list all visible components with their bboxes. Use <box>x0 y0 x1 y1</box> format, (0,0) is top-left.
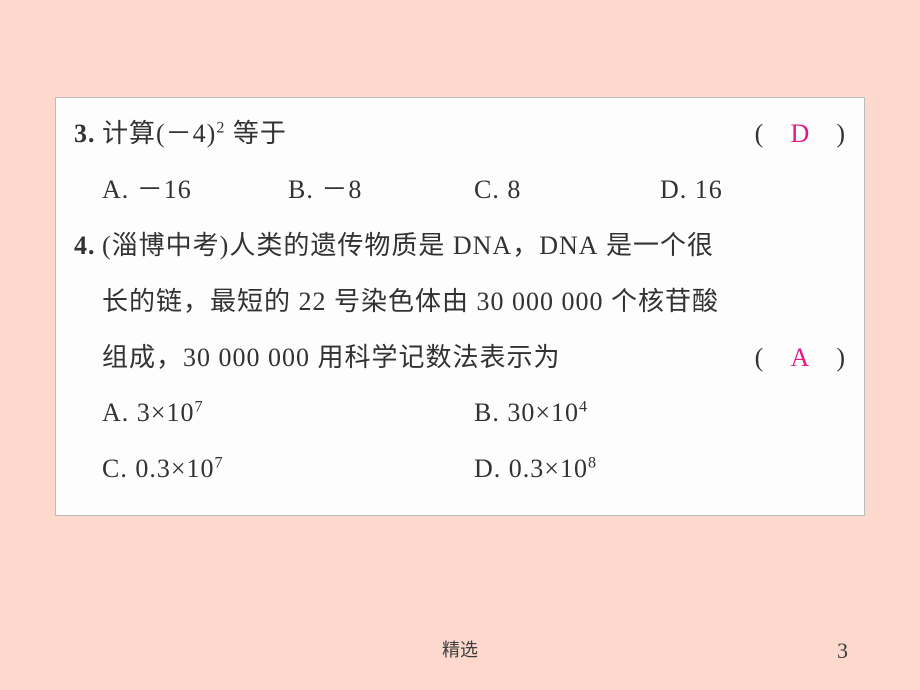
number-text: 30 000 000 <box>183 343 310 372</box>
dna-text: DNA <box>539 231 598 260</box>
page-number: 3 <box>837 638 848 664</box>
number-text: 22 <box>299 287 327 316</box>
option-coef: 30×10 <box>507 398 579 427</box>
question-number: 4. <box>74 218 102 274</box>
option-text: －8 <box>321 175 362 204</box>
stem-text: 计算 <box>102 119 156 148</box>
question-4-line1-text: (淄博中考)人类的遗传物质是 DNA，DNA 是一个很 <box>102 218 846 274</box>
number-text: 30 000 000 <box>477 287 604 316</box>
stem-text: 号染色体由 <box>327 287 477 316</box>
stem-text: 组成， <box>102 343 183 372</box>
paren-open: ( <box>755 343 765 372</box>
stem-text: 人类的遗传物质是 <box>229 231 453 260</box>
option-label: A. <box>102 398 129 427</box>
question-3-options: A. －16 B. －8 C. 8 D. 16 <box>74 162 846 218</box>
answer-slot: ( A ) <box>755 330 846 386</box>
question-4: 4. (淄博中考)人类的遗传物质是 DNA，DNA 是一个很 长的链，最短的 2… <box>74 218 846 497</box>
question-4-line3-text: 组成，30 000 000 用科学记数法表示为 <box>102 330 755 386</box>
content-box: 3. 计算(－4)2 等于 ( D ) A. －16 B. －8 C. 8 D.… <box>55 97 865 516</box>
option-label: C. <box>474 175 500 204</box>
question-4-line3: 组成，30 000 000 用科学记数法表示为 ( A ) <box>74 330 846 386</box>
stem-text: 用科学记数法表示为 <box>310 343 561 372</box>
option-d: D. 16 <box>660 162 846 218</box>
option-b: B. 30×104 <box>474 385 846 441</box>
stem-text: ， <box>512 231 539 260</box>
answer-slot: ( D ) <box>755 106 846 162</box>
option-text: 16 <box>695 175 723 204</box>
option-text: 8 <box>507 175 521 204</box>
option-label: C. <box>102 454 128 483</box>
answer-letter: D <box>779 106 821 162</box>
option-exp: 4 <box>579 399 588 416</box>
option-a: A. －16 <box>102 162 288 218</box>
stem-text: 个核苷酸 <box>604 287 720 316</box>
stem-text: 等于 <box>225 119 287 148</box>
indent-spacer <box>74 330 102 386</box>
option-label: A. <box>102 175 129 204</box>
question-4-line2-text: 长的链，最短的 22 号染色体由 30 000 000 个核苷酸 <box>102 274 846 330</box>
stem-text: 长的链，最短的 <box>102 287 299 316</box>
slide: 3. 计算(－4)2 等于 ( D ) A. －16 B. －8 C. 8 D.… <box>0 0 920 690</box>
expr-base: (－4) <box>156 119 216 148</box>
question-3: 3. 计算(－4)2 等于 ( D ) A. －16 B. －8 C. 8 D.… <box>74 106 846 218</box>
option-exp: 7 <box>215 455 224 472</box>
option-label: B. <box>288 175 314 204</box>
option-b: B. －8 <box>288 162 474 218</box>
paren-open: ( <box>755 119 765 148</box>
option-a: A. 3×107 <box>102 385 474 441</box>
paren-close: ) <box>836 343 846 372</box>
question-4-line1: 4. (淄博中考)人类的遗传物质是 DNA，DNA 是一个很 <box>74 218 846 274</box>
question-3-stem: 计算(－4)2 等于 <box>102 106 755 162</box>
dna-text: DNA <box>453 231 512 260</box>
option-coef: 0.3×10 <box>509 454 588 483</box>
option-exp: 7 <box>194 399 203 416</box>
question-4-line2: 长的链，最短的 22 号染色体由 30 000 000 个核苷酸 <box>74 274 846 330</box>
option-c: C. 8 <box>474 162 660 218</box>
option-exp: 8 <box>588 455 597 472</box>
option-c: C. 0.3×107 <box>102 441 474 497</box>
option-coef: 3×10 <box>137 398 195 427</box>
option-label: D. <box>474 454 501 483</box>
paren-close: ) <box>836 119 846 148</box>
footer-text: 精选 <box>0 636 920 662</box>
stem-text: 是一个很 <box>599 231 715 260</box>
option-text: －16 <box>137 175 192 204</box>
indent-spacer <box>74 274 102 330</box>
option-coef: 0.3×10 <box>135 454 214 483</box>
source-tag: (淄博中考) <box>102 231 229 260</box>
question-4-options: A. 3×107 B. 30×104 C. 0.3×107 D. 0.3×108 <box>74 385 846 497</box>
option-label: B. <box>474 398 500 427</box>
question-3-stem-row: 3. 计算(－4)2 等于 ( D ) <box>74 106 846 162</box>
answer-letter: A <box>779 330 821 386</box>
option-label: D. <box>660 175 687 204</box>
question-number: 3. <box>74 106 102 162</box>
option-d: D. 0.3×108 <box>474 441 846 497</box>
